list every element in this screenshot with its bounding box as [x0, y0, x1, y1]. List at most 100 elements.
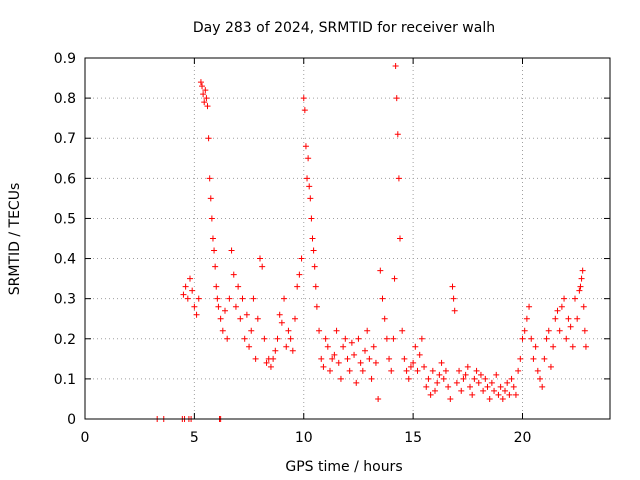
data-point: [456, 367, 463, 374]
y-tick-label: 0.4: [54, 252, 76, 268]
data-point: [294, 283, 301, 290]
data-point: [383, 335, 390, 342]
data-point: [331, 351, 338, 358]
data-point: [204, 103, 211, 110]
data-point: [418, 335, 425, 342]
y-tick-label: 0.6: [54, 171, 76, 187]
y-tick-label: 0.3: [54, 292, 76, 308]
data-point: [205, 135, 212, 142]
data-point: [464, 363, 471, 370]
data-point: [497, 383, 504, 390]
data-point: [344, 355, 351, 362]
chart-title: Day 283 of 2024, SRMTID for receiver wal…: [193, 20, 495, 36]
data-point: [508, 375, 515, 382]
x-tick-label: 5: [190, 430, 199, 446]
data-point: [390, 335, 397, 342]
data-point: [322, 335, 329, 342]
data-point: [569, 343, 576, 350]
data-point: [335, 359, 342, 366]
data-point: [394, 131, 401, 138]
data-point: [381, 315, 388, 322]
data-point: [232, 303, 239, 310]
data-point: [372, 359, 379, 366]
data-point: [523, 315, 530, 322]
data-point: [493, 371, 500, 378]
data-point: [182, 283, 189, 290]
y-tick-label: 0: [67, 412, 76, 428]
y-tick-label: 0.2: [54, 332, 76, 348]
data-point: [195, 295, 202, 302]
data-point: [276, 311, 283, 318]
data-point: [528, 335, 535, 342]
data-point: [395, 175, 402, 182]
data-point: [577, 283, 584, 290]
data-point: [379, 295, 386, 302]
data-point: [521, 327, 528, 334]
data-point: [237, 315, 244, 322]
y-axis-label: SRMTID / TECUs: [7, 183, 23, 296]
data-point: [187, 275, 193, 282]
data-point: [438, 359, 445, 366]
data-point: [366, 355, 373, 362]
data-point: [388, 367, 395, 374]
x-tick-label: 20: [514, 430, 532, 446]
data-point: [357, 359, 364, 366]
data-point: [211, 247, 218, 254]
tick-labels: 0 0.1 0.2 0.3 0.4 0.5 0.6 0.7 0.8 0.9 0 5 10 15 20: [54, 51, 532, 446]
y-tick-label: 0.8: [54, 91, 76, 107]
data-point: [316, 327, 323, 334]
x-tick-label: 15: [404, 430, 422, 446]
data-point: [219, 327, 226, 334]
data-point: [191, 303, 198, 310]
data-point: [274, 335, 281, 342]
data-point: [267, 363, 274, 370]
data-point: [407, 363, 414, 370]
data-point: [292, 315, 298, 322]
data-point: [450, 295, 457, 302]
data-point: [532, 343, 539, 350]
data-point: [405, 375, 412, 382]
data-point: [301, 107, 308, 114]
data-point: [308, 215, 315, 222]
data-point: [502, 387, 508, 394]
data-point: [217, 315, 224, 322]
data-point: [451, 307, 458, 314]
data-point: [243, 311, 250, 318]
data-point: [475, 379, 482, 386]
data-point: [399, 327, 406, 334]
data-point: [436, 371, 443, 378]
data-point: [310, 247, 317, 254]
data-point: [392, 63, 399, 70]
data-point: [197, 79, 204, 86]
data-point: [222, 307, 228, 314]
data-point: [581, 327, 588, 334]
data-point: [270, 355, 277, 362]
data-point: [307, 195, 314, 202]
data-point: [320, 363, 327, 370]
data-point: [412, 343, 419, 350]
data-point: [416, 351, 423, 358]
data-point: [305, 155, 312, 162]
data-point: [285, 327, 292, 334]
data-point: [189, 287, 196, 294]
data-point: [499, 395, 506, 402]
data-point: [318, 355, 325, 362]
data-point: [467, 383, 473, 390]
data-point: [458, 387, 465, 394]
data-point: [460, 375, 467, 382]
data-point: [228, 247, 235, 254]
data-point: [442, 367, 449, 374]
data-point: [296, 271, 303, 278]
data-point: [375, 395, 382, 402]
data-point: [576, 287, 583, 294]
data-point: [252, 355, 259, 362]
data-point: [214, 295, 221, 302]
data-point: [377, 267, 384, 274]
data-point: [359, 367, 366, 374]
data-point: [534, 367, 541, 374]
x-axis-label: GPS time / hours: [285, 459, 402, 475]
gridlines: [85, 58, 610, 419]
data-point: [212, 263, 219, 270]
data-point: [329, 355, 336, 362]
data-point: [206, 175, 213, 182]
